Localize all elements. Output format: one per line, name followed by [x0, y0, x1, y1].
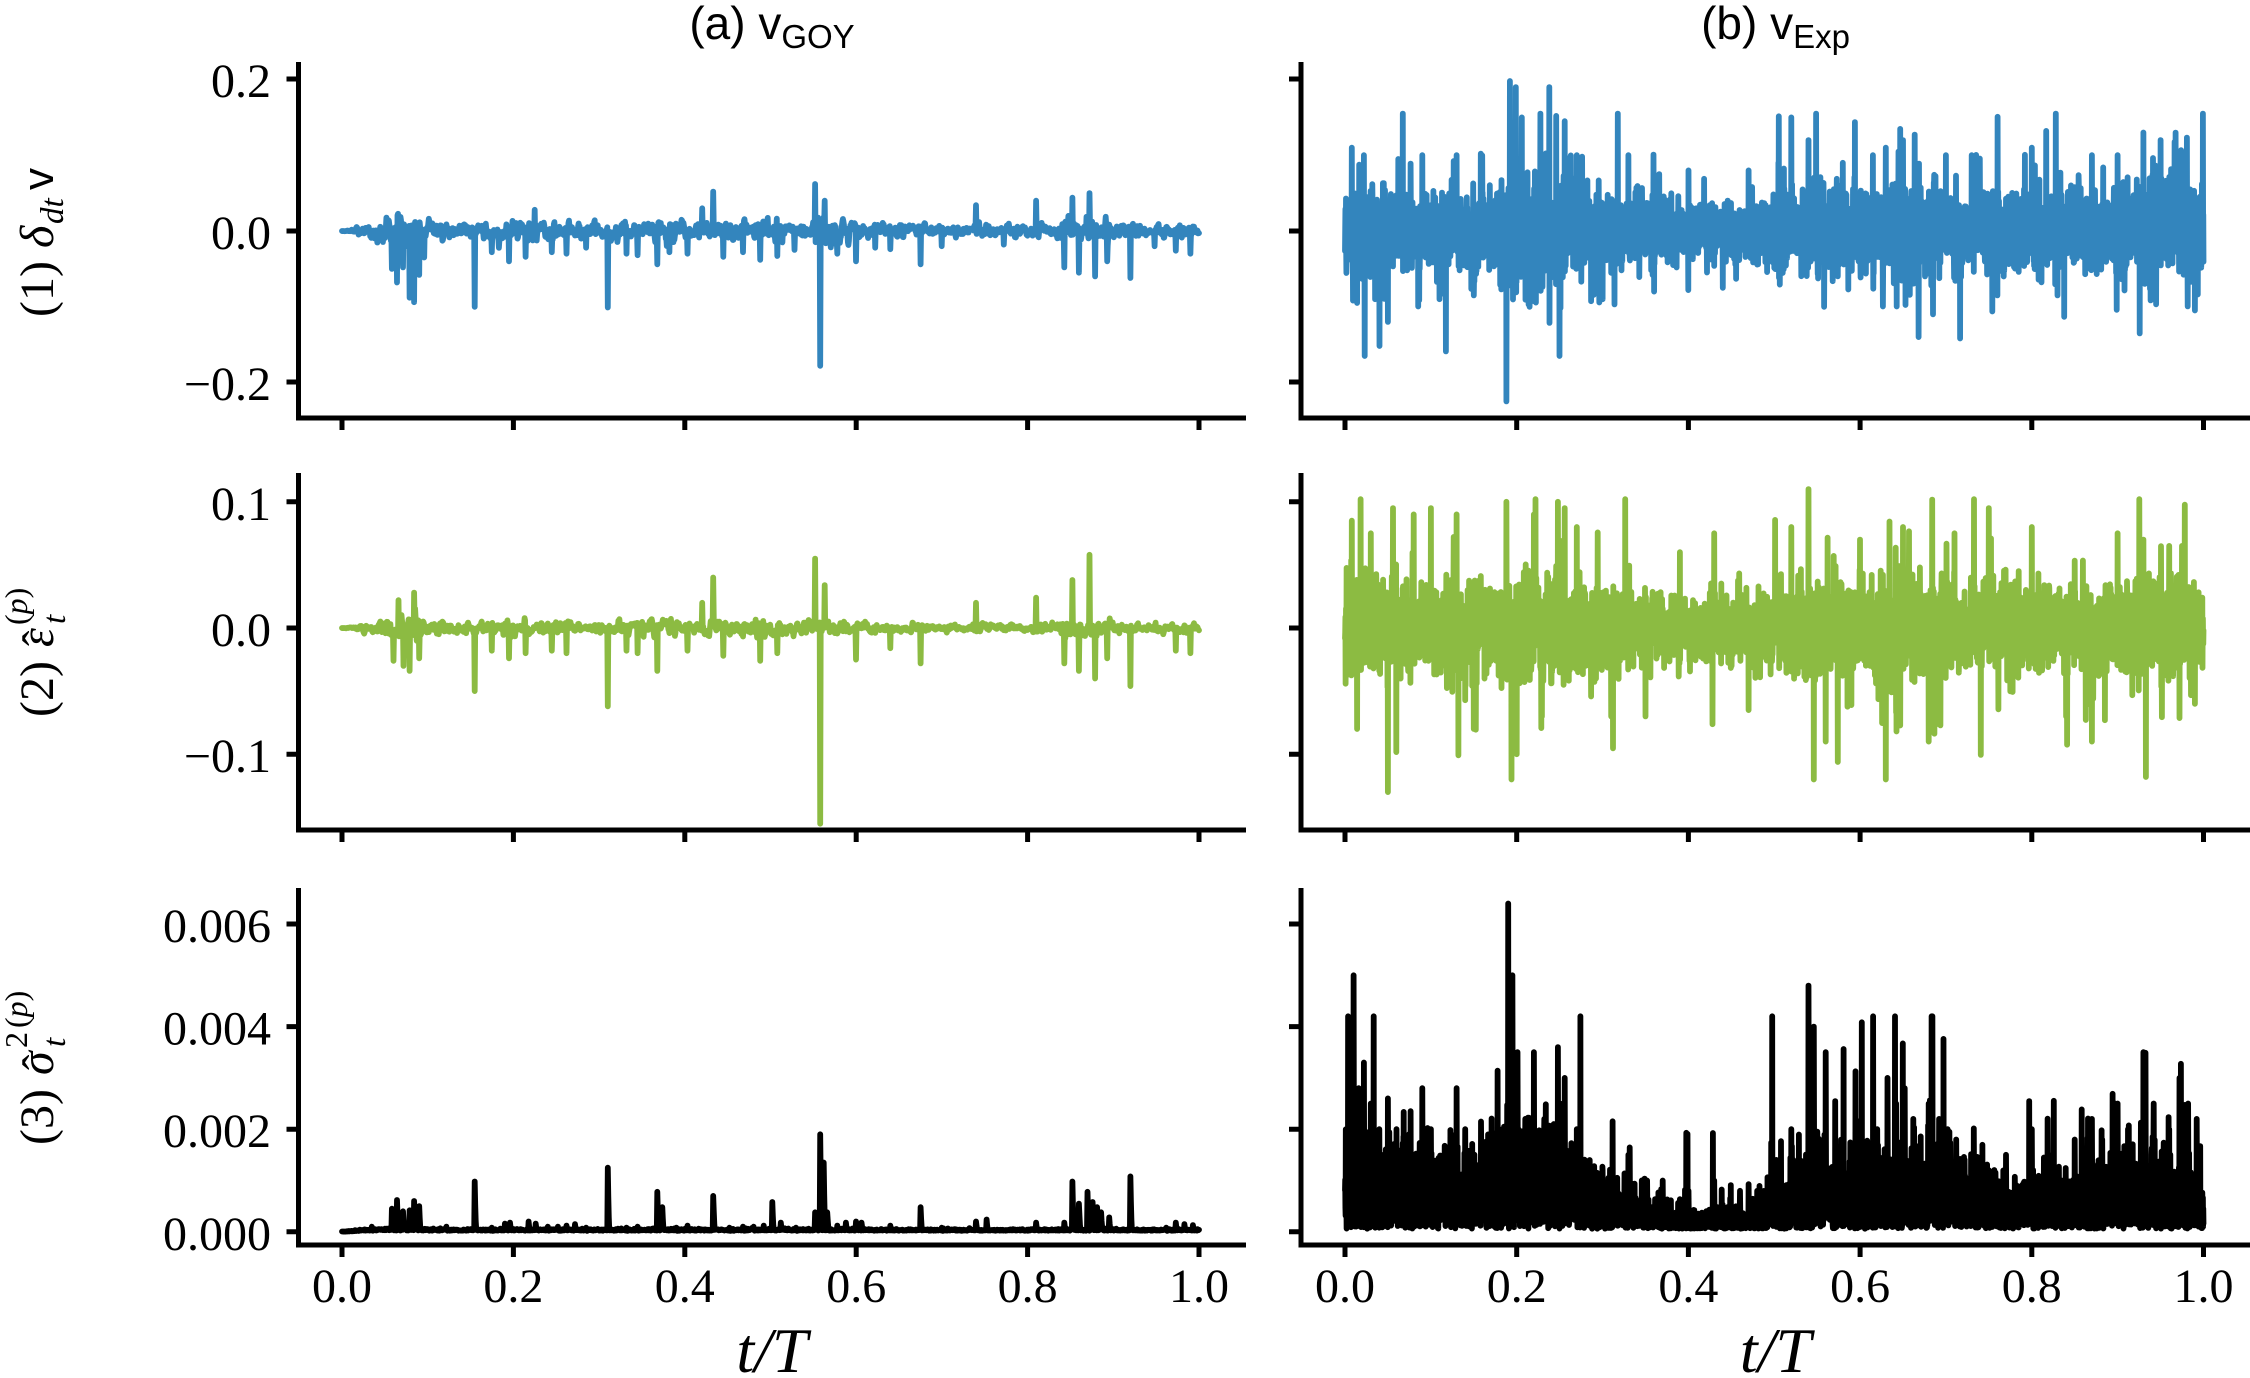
svg-text:0.2: 0.2 [1487, 1260, 1547, 1313]
svg-text:v: v [14, 168, 63, 190]
svg-text:0.2: 0.2 [483, 1260, 543, 1313]
svg-text:ˆ: ˆ [13, 631, 64, 646]
svg-text:0.0: 0.0 [211, 604, 271, 657]
svg-text:0.004: 0.004 [163, 1003, 271, 1056]
svg-text:1.0: 1.0 [1169, 1260, 1229, 1313]
svg-text:σ: σ [11, 1049, 64, 1075]
svg-text:0.4: 0.4 [1658, 1260, 1718, 1313]
svg-text:2: 2 [0, 1032, 34, 1048]
svg-text:−0.2: −0.2 [184, 358, 271, 411]
svg-text:−0.1: −0.1 [184, 730, 271, 783]
svg-text:0.8: 0.8 [2002, 1260, 2062, 1313]
svg-text:t/T: t/T [736, 1315, 812, 1378]
svg-text:ε: ε [11, 628, 64, 647]
svg-text:1.0: 1.0 [2174, 1260, 2234, 1313]
svg-text:0.0: 0.0 [312, 1260, 372, 1313]
svg-text:0.8: 0.8 [998, 1260, 1058, 1313]
svg-text:0.1: 0.1 [211, 478, 271, 531]
svg-text:0.4: 0.4 [655, 1260, 715, 1313]
svg-text:0.6: 0.6 [826, 1260, 886, 1313]
svg-text:0.0: 0.0 [1315, 1260, 1375, 1313]
svg-text:(3): (3) [11, 1089, 64, 1145]
svg-text:(p): (p) [0, 588, 34, 625]
svg-text:(p): (p) [0, 991, 34, 1028]
svg-text:(2): (2) [11, 661, 64, 717]
svg-text:0.002: 0.002 [163, 1105, 271, 1158]
svg-text:0.6: 0.6 [1830, 1260, 1890, 1313]
svg-text:(1): (1) [11, 261, 64, 317]
svg-text:0.006: 0.006 [163, 900, 271, 953]
svg-text:0.000: 0.000 [163, 1208, 271, 1261]
svg-text:δ: δ [11, 225, 64, 248]
svg-text:ˆ: ˆ [13, 1055, 64, 1070]
svg-text:t: t [37, 1037, 73, 1047]
svg-text:0.0: 0.0 [211, 207, 271, 260]
svg-text:t/T: t/T [1740, 1315, 1816, 1378]
svg-text:t: t [37, 614, 73, 624]
svg-text:0.2: 0.2 [211, 55, 271, 108]
svg-text:dt: dt [35, 198, 71, 225]
